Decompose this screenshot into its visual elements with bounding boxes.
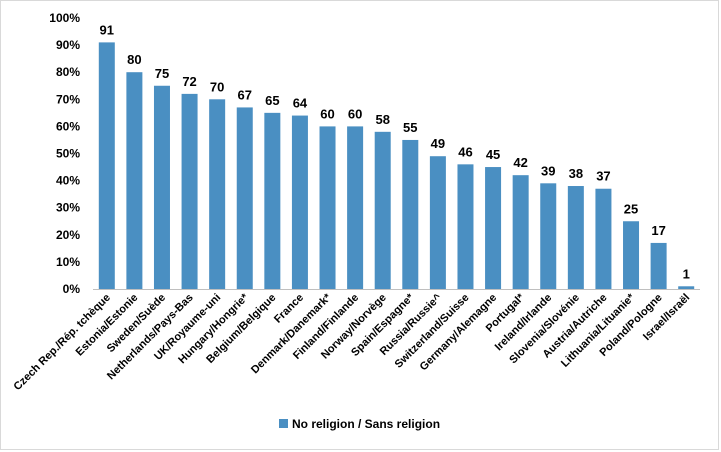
bar <box>457 164 474 289</box>
data-labels: 91 80 75 72 70 67 65 64 60 60 58 55 49 46 45 42 39 38 37 25… <box>100 22 690 281</box>
data-label: 38 <box>569 166 583 181</box>
bar <box>429 156 446 289</box>
legend: No religion / Sans religion <box>279 417 440 431</box>
data-label: 60 <box>348 106 362 121</box>
y-tick-label: 50% <box>56 147 80 161</box>
bar <box>291 115 308 289</box>
bar <box>512 175 529 289</box>
data-label: 58 <box>375 112 389 127</box>
data-label: 64 <box>293 96 308 111</box>
bar <box>126 72 143 289</box>
y-tick-label: 30% <box>56 201 80 215</box>
data-label: 75 <box>155 66 169 81</box>
bar <box>678 286 695 289</box>
y-tick-label: 10% <box>56 255 80 269</box>
bars <box>98 42 695 290</box>
data-label: 49 <box>431 136 445 151</box>
data-label: 1 <box>683 266 690 281</box>
bar <box>623 221 640 289</box>
y-tick-label: 90% <box>56 38 80 52</box>
bar <box>209 99 226 289</box>
data-label: 37 <box>596 169 610 184</box>
bar <box>264 112 281 289</box>
y-tick-label: 20% <box>56 228 80 242</box>
bar <box>595 188 612 289</box>
data-label: 39 <box>541 163 555 178</box>
data-label: 42 <box>513 155 527 170</box>
bar <box>319 126 336 290</box>
bar <box>98 42 115 289</box>
bar <box>402 139 419 289</box>
y-tick-label: 80% <box>56 65 80 79</box>
bar <box>540 183 557 289</box>
data-label: 46 <box>458 144 472 159</box>
legend-swatch <box>279 419 288 428</box>
data-label: 45 <box>486 147 500 162</box>
y-tick-label: 60% <box>56 119 80 133</box>
data-label: 55 <box>403 120 417 135</box>
y-tick-label: 100% <box>49 11 80 25</box>
data-label: 17 <box>651 223 665 238</box>
bar <box>485 167 502 289</box>
y-axis-ticks: 0% 10% 20% 30% 40% 50% 60% 70% 80% 90% 100% <box>49 11 80 296</box>
y-tick-label: 40% <box>56 174 80 188</box>
bar <box>153 85 170 289</box>
data-label: 25 <box>624 201 638 216</box>
data-label: 72 <box>182 74 196 89</box>
data-label: 70 <box>210 79 224 94</box>
category-labels: Czech Rep./Rép. tchèqueEstonia/EstonieSw… <box>12 291 693 393</box>
bar <box>181 93 198 289</box>
y-tick-label: 70% <box>56 92 80 106</box>
data-label: 67 <box>238 87 252 102</box>
data-label: 91 <box>100 22 114 37</box>
data-label: 65 <box>265 93 279 108</box>
bar <box>567 186 584 289</box>
data-label: 80 <box>127 52 141 67</box>
y-tick-label: 0% <box>63 282 81 296</box>
bar <box>650 242 667 289</box>
legend-label: No religion / Sans religion <box>292 417 440 431</box>
data-label: 60 <box>320 106 334 121</box>
bar <box>347 126 364 290</box>
bar <box>236 107 253 290</box>
bar <box>374 131 391 289</box>
